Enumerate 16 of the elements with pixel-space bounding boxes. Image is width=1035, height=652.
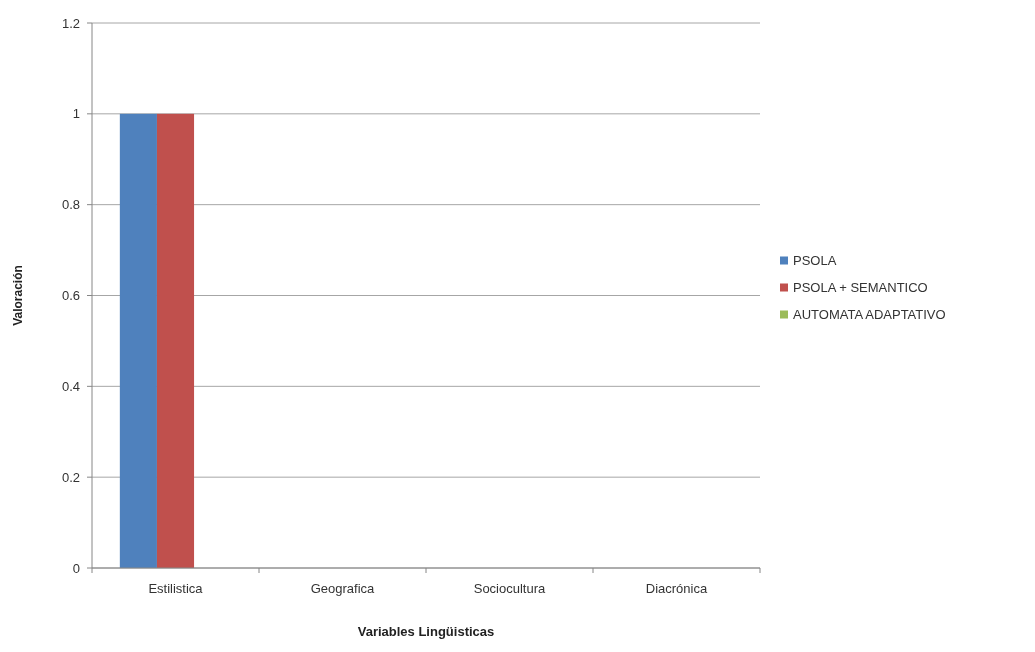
x-axis-title: Variables Lingüisticas	[357, 624, 495, 639]
x-tick-label: Estilistica	[148, 581, 204, 596]
y-tick-label: 0	[72, 560, 80, 576]
legend-label: PSOLA + SEMANTICO	[793, 280, 928, 296]
legend-label: PSOLA	[793, 253, 837, 269]
x-tick-label: Sociocultura	[473, 581, 547, 596]
y-tick-label: 0.8	[61, 197, 80, 213]
y-tick-label: 0.4	[61, 378, 80, 394]
x-tick-label: Diacrónica	[645, 581, 708, 596]
y-tick-label: 0.2	[61, 469, 80, 485]
y-tick-label: 0.6	[61, 288, 80, 304]
y-tick-label: 1	[72, 106, 80, 122]
y-tick-label: 1.2	[61, 15, 80, 31]
legend-label: AUTOMATA ADAPTATIVO	[793, 307, 946, 323]
y-axis-title: Valoración	[11, 265, 25, 326]
x-tick-label: Geografica	[310, 581, 376, 596]
